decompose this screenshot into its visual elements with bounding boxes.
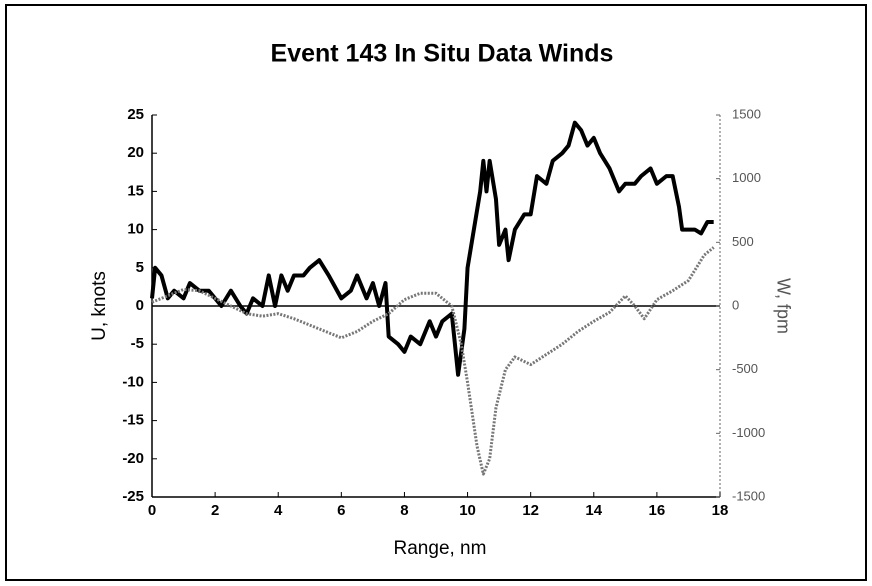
y-tick-label: 5 (136, 259, 144, 276)
y2-tick-label: 500 (732, 234, 754, 249)
x-tick-label: 2 (211, 502, 219, 519)
y-tick-label: -10 (122, 373, 144, 390)
y2-tick-label: -1000 (732, 425, 765, 440)
y-tick-label: 15 (127, 182, 144, 199)
y2-axis-label: W, fpm (773, 278, 793, 334)
y-tick-label: 20 (127, 144, 144, 161)
x-axis-label: Range, nm (394, 538, 487, 559)
x-tick-label: 10 (459, 502, 476, 519)
x-tick-label: 8 (400, 502, 408, 519)
y-tick-label: 10 (127, 221, 144, 238)
w-line (151, 246, 715, 476)
y2-tick-label: 1500 (732, 106, 761, 121)
y-tick-label: -25 (122, 488, 144, 505)
chart-title: Event 143 In Situ Data Winds (271, 40, 614, 68)
y-axis-label: U, knots (89, 271, 110, 341)
x-tick-label: 6 (337, 502, 345, 519)
x-tick-label: 0 (148, 502, 156, 519)
u-line (150, 120, 714, 377)
y2-tick-label: -1500 (732, 488, 765, 503)
y2-tick-label: -500 (732, 361, 758, 376)
frame (5, 4, 867, 581)
y2-tick-label: 0 (732, 297, 739, 312)
y-tick-label: 25 (127, 106, 144, 123)
x-tick-label: 12 (522, 502, 539, 519)
y-tick-label: 0 (136, 297, 144, 314)
x-tick-label: 16 (649, 502, 666, 519)
x-tick-label: 18 (712, 502, 729, 519)
y-tick-label: -5 (131, 335, 144, 352)
y-tick-label: -20 (122, 450, 144, 467)
y-tick-label: -15 (122, 412, 144, 429)
y2-tick-label: 1000 (732, 170, 761, 185)
x-tick-label: 14 (585, 502, 602, 519)
x-tick-label: 4 (274, 502, 283, 519)
